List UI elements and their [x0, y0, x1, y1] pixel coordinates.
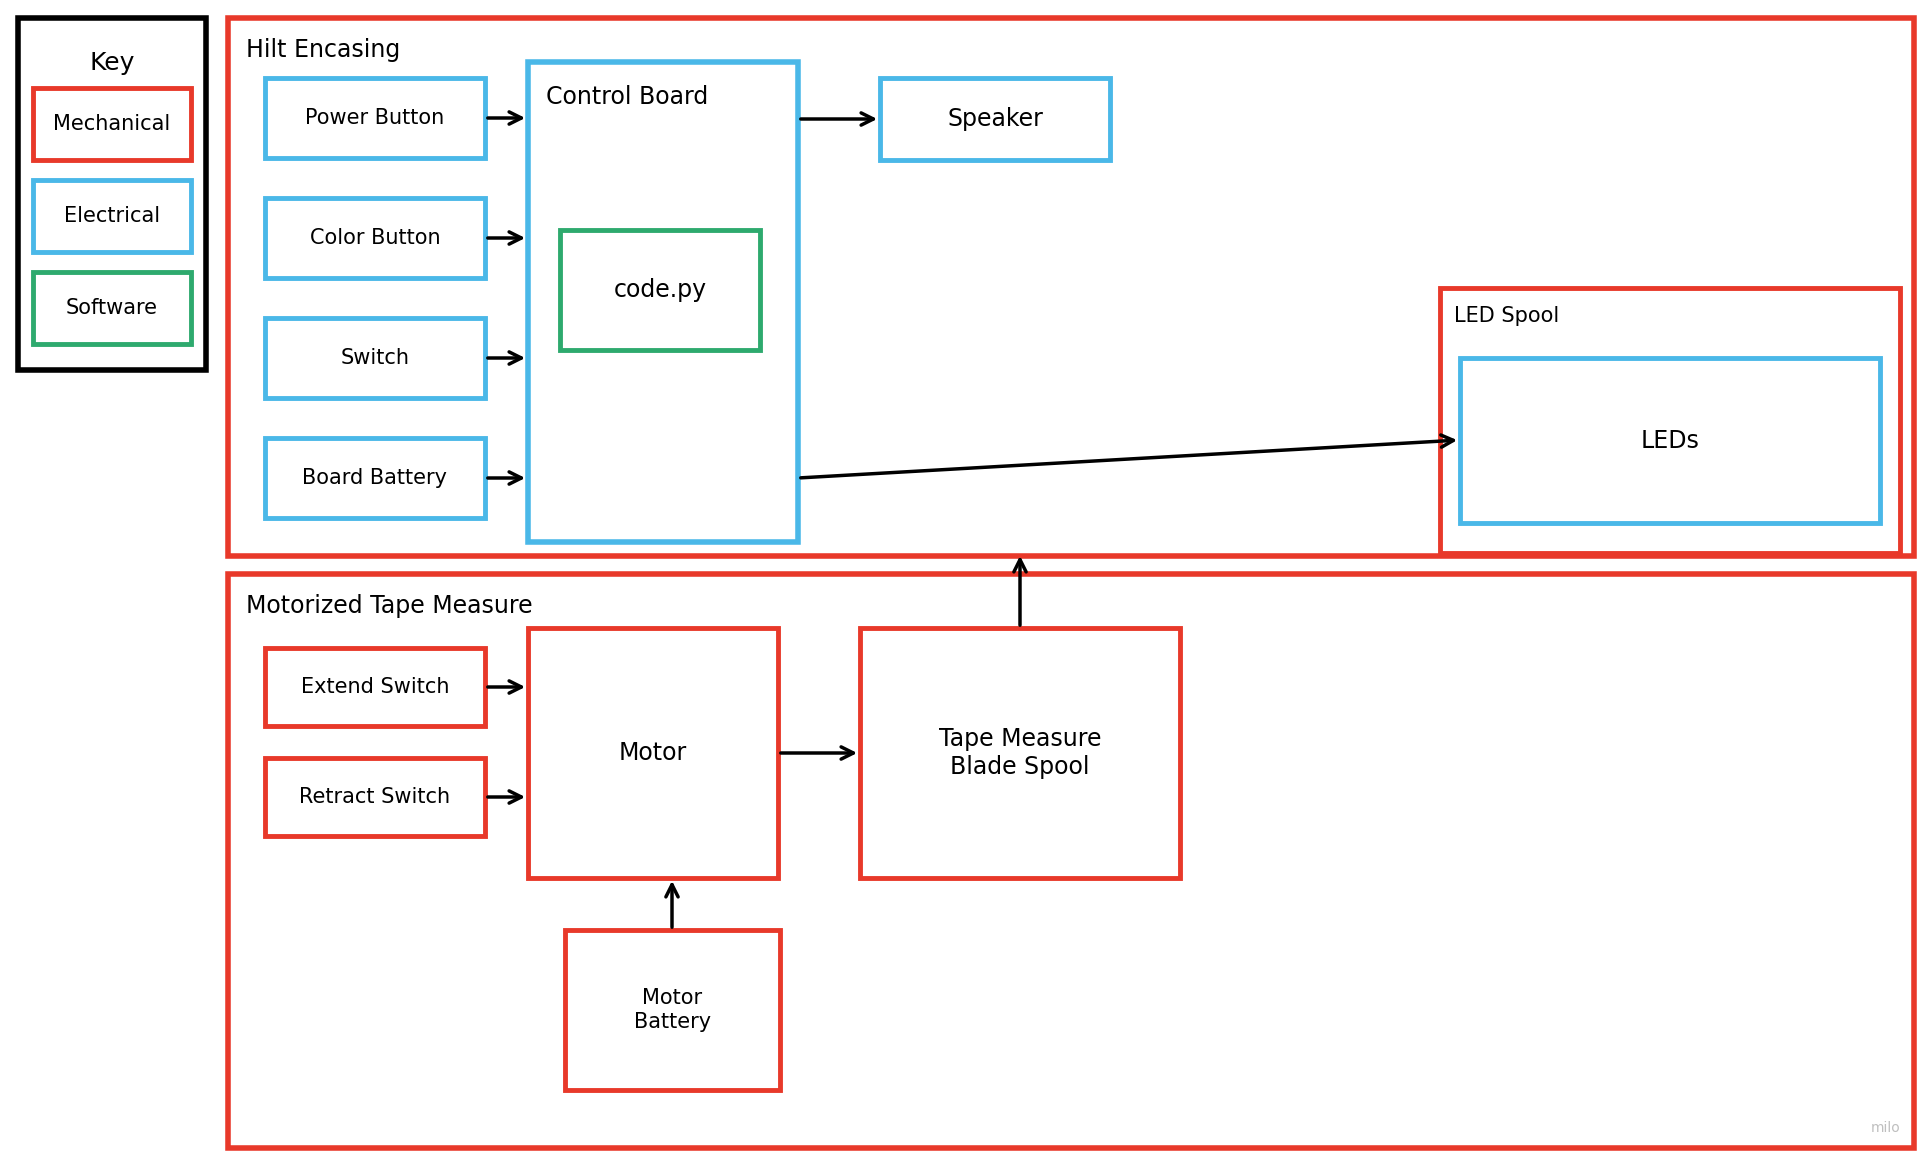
Text: Key: Key: [89, 51, 135, 75]
Bar: [17, 17, 207, 370]
Text: Control Board: Control Board: [546, 85, 708, 110]
Bar: [264, 438, 484, 518]
Text: Hilt Encasing: Hilt Encasing: [245, 38, 400, 62]
Text: code.py: code.py: [614, 278, 706, 302]
Text: LED Spool: LED Spool: [1453, 306, 1559, 326]
Bar: [880, 78, 1110, 160]
Bar: [33, 89, 191, 160]
Text: Speaker: Speaker: [948, 107, 1042, 130]
Text: Switch: Switch: [340, 348, 409, 368]
Text: milo: milo: [1870, 1121, 1899, 1135]
Bar: [228, 574, 1915, 1148]
Bar: [1459, 358, 1880, 523]
Text: Motor
Battery: Motor Battery: [633, 988, 710, 1031]
Text: Motorized Tape Measure: Motorized Tape Measure: [245, 594, 533, 617]
Text: Extend Switch: Extend Switch: [301, 677, 450, 697]
Bar: [264, 318, 484, 398]
Text: Retract Switch: Retract Switch: [299, 788, 450, 807]
Text: Software: Software: [66, 298, 158, 318]
Text: LEDs: LEDs: [1640, 429, 1700, 452]
Text: Mechanical: Mechanical: [54, 114, 170, 134]
Bar: [565, 930, 780, 1090]
Bar: [228, 17, 1915, 556]
Bar: [529, 628, 778, 878]
Bar: [560, 230, 760, 350]
Text: Electrical: Electrical: [64, 206, 160, 226]
Bar: [529, 62, 797, 542]
Text: Color Button: Color Button: [309, 228, 440, 248]
Text: Power Button: Power Button: [305, 108, 444, 128]
Text: Board Battery: Board Battery: [303, 468, 448, 488]
Bar: [264, 198, 484, 278]
Text: Tape Measure
Blade Spool: Tape Measure Blade Spool: [938, 727, 1102, 779]
Bar: [264, 78, 484, 158]
Bar: [264, 758, 484, 836]
Bar: [1440, 288, 1899, 553]
Text: Motor: Motor: [620, 741, 687, 765]
Bar: [33, 271, 191, 344]
Bar: [861, 628, 1179, 878]
Bar: [264, 648, 484, 726]
Bar: [33, 181, 191, 252]
